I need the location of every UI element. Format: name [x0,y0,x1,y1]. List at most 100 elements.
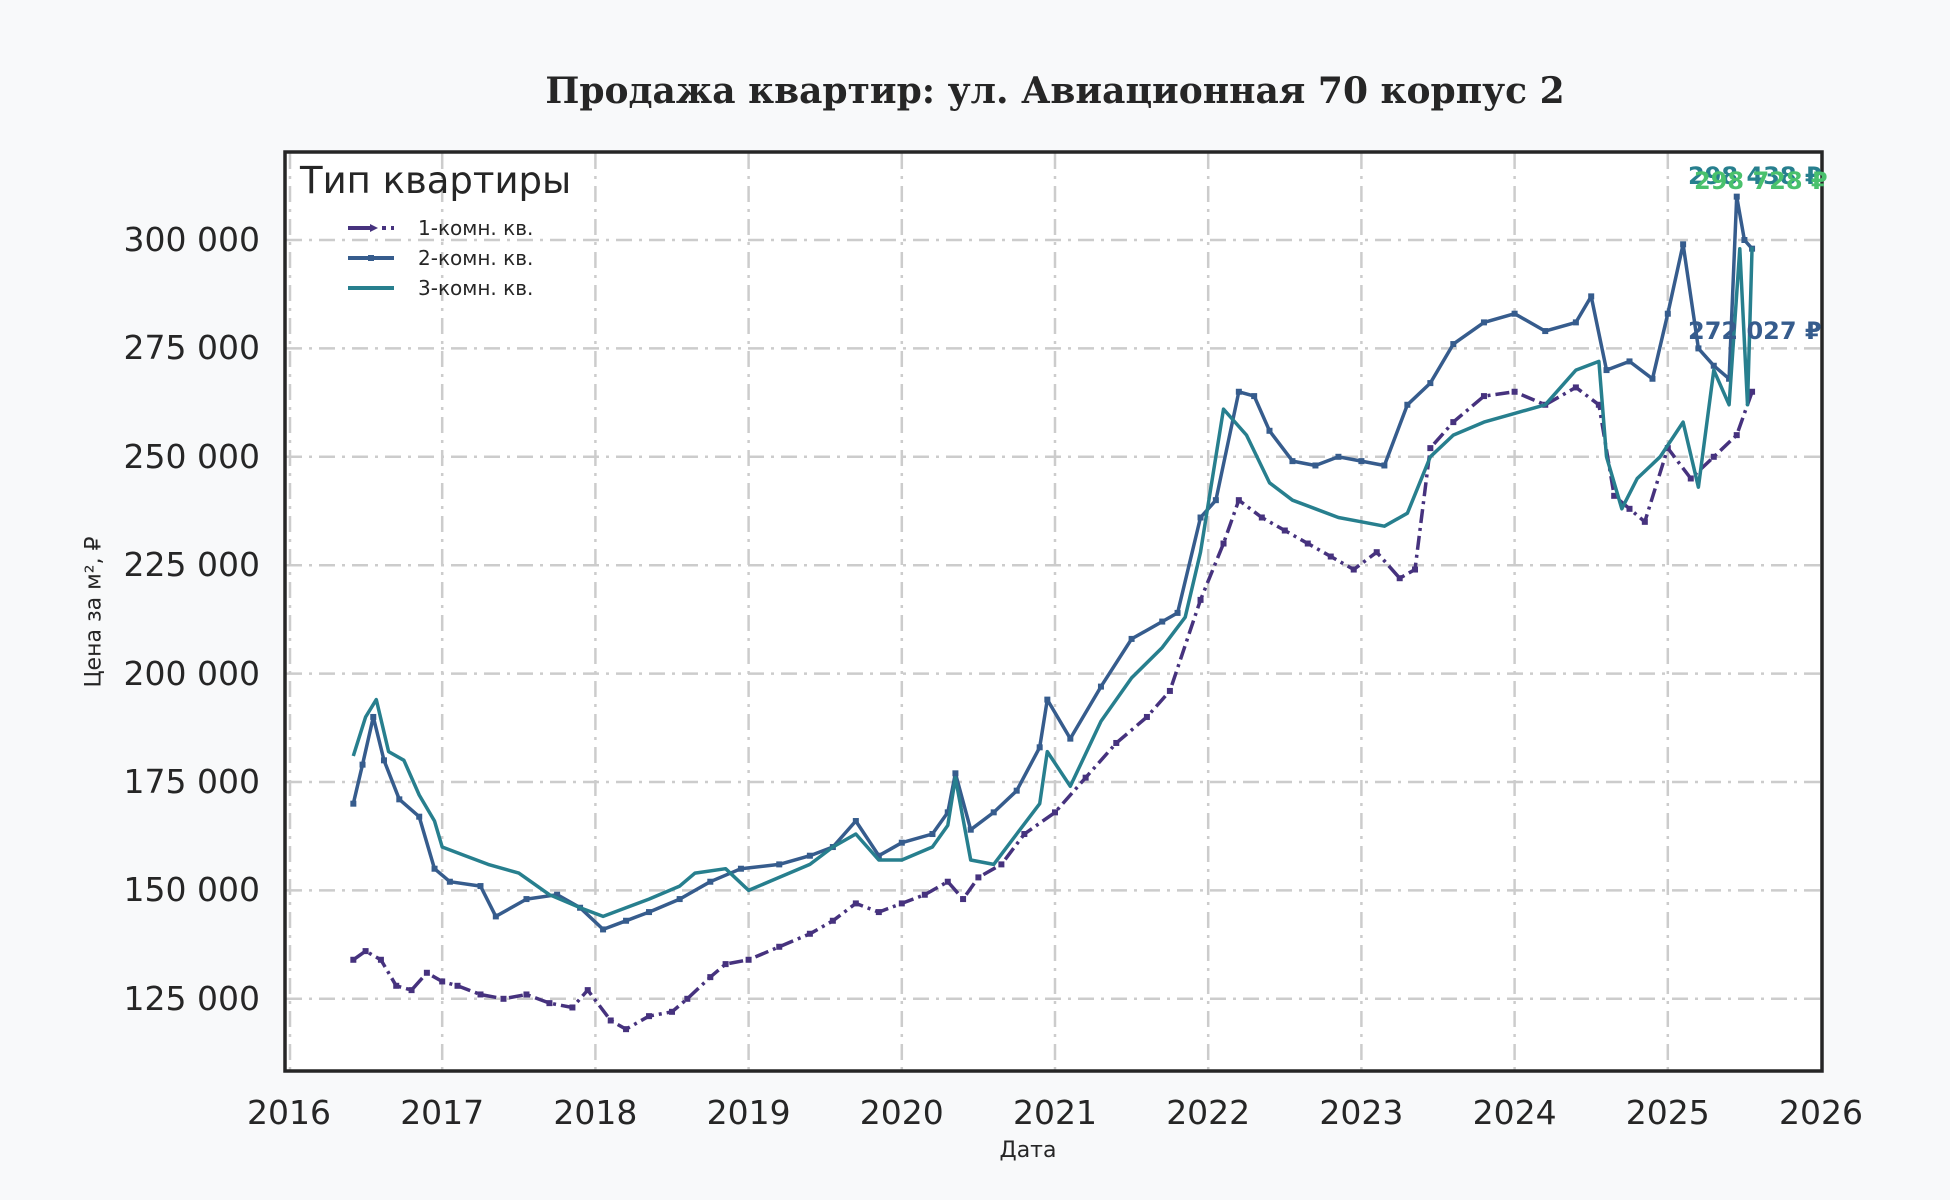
data-point-marker [523,896,530,903]
data-point-marker [1450,419,1457,426]
data-point-marker [1212,497,1219,504]
data-point-marker [898,900,905,907]
data-point-marker [1036,744,1043,751]
data-point-marker [1680,241,1687,248]
data-point-marker [359,761,366,768]
y-tick-label: 250 000 [123,436,260,476]
data-point-marker [806,930,813,937]
data-point-marker [1542,328,1549,335]
data-point-marker [875,909,882,916]
data-point-marker [623,917,630,924]
data-point-marker [1427,380,1434,387]
data-point-marker [1381,462,1388,469]
data-point-marker [1741,237,1748,243]
data-series [350,193,1756,1033]
series-line-3room [351,246,1754,919]
solid-line-icon [348,286,394,290]
legend-label: 3-комн. кв. [418,276,534,300]
data-point-marker [439,978,446,985]
data-point-marker [1687,475,1694,482]
data-point-marker [1511,388,1518,395]
data-point-marker [676,896,683,903]
data-point-marker [852,900,859,907]
data-point-marker [623,1026,630,1033]
x-tick-label: 2019 [706,1093,791,1132]
data-point-marker [607,1017,614,1024]
data-point-marker [423,969,430,976]
data-point-marker [646,909,653,916]
x-tick-label: 2021 [1013,1093,1097,1132]
data-point-marker [1726,375,1733,382]
data-point-marker [1572,384,1579,391]
chart-title: Продажа квартир: ул. Авиационная 70 корп… [545,70,1565,112]
data-point-marker [1312,462,1319,469]
data-point-marker [554,891,561,898]
legend-item-1room: 1-комн. кв. [348,213,571,243]
data-point-marker [1572,319,1579,326]
data-point-marker [921,891,928,898]
data-point-marker [584,987,591,994]
data-point-marker [722,961,729,968]
legend-title: Тип квартиры [300,159,572,202]
data-point-marker [707,878,714,885]
data-point-marker [1143,713,1150,720]
data-point-marker [1304,540,1311,547]
data-point-marker [1649,375,1656,382]
x-tick-label: 2024 [1472,1093,1557,1132]
data-point-marker [1335,453,1342,460]
solid-marker-line-icon [348,255,394,261]
x-axis-label: Дата [999,1138,1057,1163]
data-point-marker [998,861,1005,868]
data-point-marker [1595,401,1602,408]
data-point-marker [852,818,859,825]
data-point-marker [370,713,377,720]
data-point-marker [1266,427,1273,434]
data-point-marker [1220,540,1227,547]
data-point-marker [523,991,530,998]
data-point-marker [1480,393,1487,400]
data-point-marker [1358,458,1365,465]
data-point-marker [569,1004,576,1011]
data-point-marker [975,874,982,881]
data-point-marker [546,1000,553,1007]
plot-background [285,152,1822,1071]
data-point-marker [1480,319,1487,326]
data-point-marker [1021,831,1028,838]
data-point-marker [646,1013,653,1020]
data-point-marker [492,913,499,920]
data-point-marker [1350,566,1357,573]
data-point-marker [1749,388,1756,395]
data-point-marker [350,956,357,963]
x-tick-label: 2020 [859,1093,944,1132]
data-point-marker [967,826,974,833]
data-point-marker [446,878,453,885]
data-point-marker [944,878,951,885]
data-point-marker [408,987,415,994]
data-point-marker [952,770,959,777]
data-point-marker [431,865,438,872]
annotation-green-last: 298 728 ₽ [1694,167,1828,195]
data-point-marker [1664,310,1671,317]
legend-item-2room: 2-комн. кв. [348,243,571,273]
data-point-marker [1396,575,1403,582]
legend: Тип квартиры 1-комн. кв. 2-комн. кв. 3-к… [300,162,571,303]
data-point-marker [477,883,484,890]
annotation-3room-last: 298 438 ₽ [1688,162,1822,190]
data-point-marker [1197,514,1204,521]
data-point-marker [707,974,714,981]
y-tick-label: 225 000 [123,545,260,585]
x-tick-label: 2023 [1319,1093,1404,1132]
y-tick-label: 125 000 [123,978,260,1018]
data-point-marker [1733,193,1740,200]
data-point-marker [1626,505,1633,512]
data-point-marker [1159,618,1166,625]
data-point-marker [362,948,369,955]
x-tick-label: 2025 [1625,1093,1710,1132]
data-point-marker [684,995,691,1002]
data-point-marker [416,813,423,820]
data-point-marker [776,861,783,868]
data-point-marker [1251,393,1258,400]
data-point-marker [396,796,403,803]
data-point-marker [1710,453,1717,460]
